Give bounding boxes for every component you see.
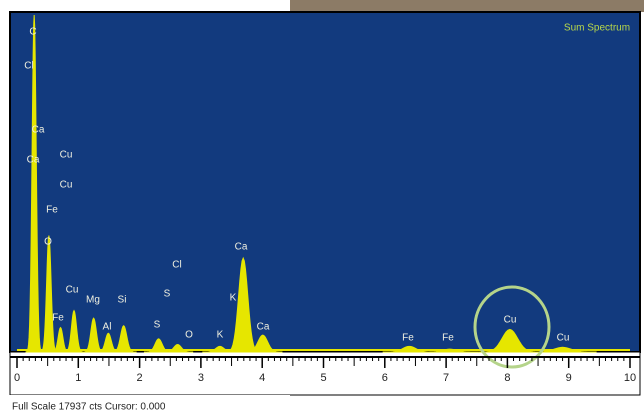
peak-label: Cu — [66, 285, 79, 296]
peak-label: Ca — [32, 125, 45, 136]
peak — [243, 334, 283, 353]
peak-label: S — [164, 289, 171, 300]
peak — [63, 309, 85, 353]
x-tick-label: 4 — [259, 372, 265, 384]
peak-label: Si — [118, 295, 127, 306]
peak-label: C — [29, 27, 36, 38]
chart-title: Sum Spectrum — [564, 23, 630, 34]
peak-label: Fe — [442, 333, 454, 344]
x-tick-label: 2 — [137, 372, 143, 384]
x-tick-label: 10 — [624, 372, 636, 384]
peak-label: S — [154, 320, 161, 331]
peak-label: Fe — [46, 205, 58, 216]
photo-strip — [290, 0, 644, 12]
x-tick-label: 8 — [504, 372, 510, 384]
peak-label: Cl — [24, 61, 33, 72]
peak-label: K — [230, 293, 237, 304]
peak-label: Al — [103, 322, 112, 333]
peak-label: Cu — [504, 315, 517, 326]
x-tick-label: 0 — [14, 372, 20, 384]
peak — [25, 14, 43, 353]
x-tick-label: 6 — [382, 372, 388, 384]
peaks — [17, 14, 630, 353]
peak-label: Ca — [27, 155, 40, 166]
highlight-circle — [473, 285, 551, 369]
peak-label: K — [217, 330, 224, 341]
peak-label: Cu — [557, 333, 570, 344]
peak-label: Ca — [235, 242, 248, 253]
x-tick-label: 3 — [198, 372, 204, 384]
status-text: Full Scale 17937 cts Cursor: 0.000 — [12, 402, 166, 413]
peak-label: O — [44, 237, 52, 248]
peak — [162, 343, 194, 353]
status-bar — [0, 395, 290, 419]
x-tick-label: 5 — [320, 372, 326, 384]
x-tick-label: 1 — [75, 372, 81, 384]
peak — [110, 324, 137, 353]
plot-area — [9, 11, 641, 353]
peak-label: Mg — [86, 295, 100, 306]
peak-label: O — [185, 330, 193, 341]
peak-label: Cu — [60, 180, 73, 191]
peak-label: Fe — [402, 333, 414, 344]
x-tick-label: 9 — [566, 372, 572, 384]
peak-label: Fe — [52, 313, 64, 324]
peak-label: Ca — [257, 322, 270, 333]
peak-label: Cl — [172, 260, 181, 271]
peak-label: Cu — [60, 150, 73, 161]
x-tick-label: 7 — [443, 372, 449, 384]
